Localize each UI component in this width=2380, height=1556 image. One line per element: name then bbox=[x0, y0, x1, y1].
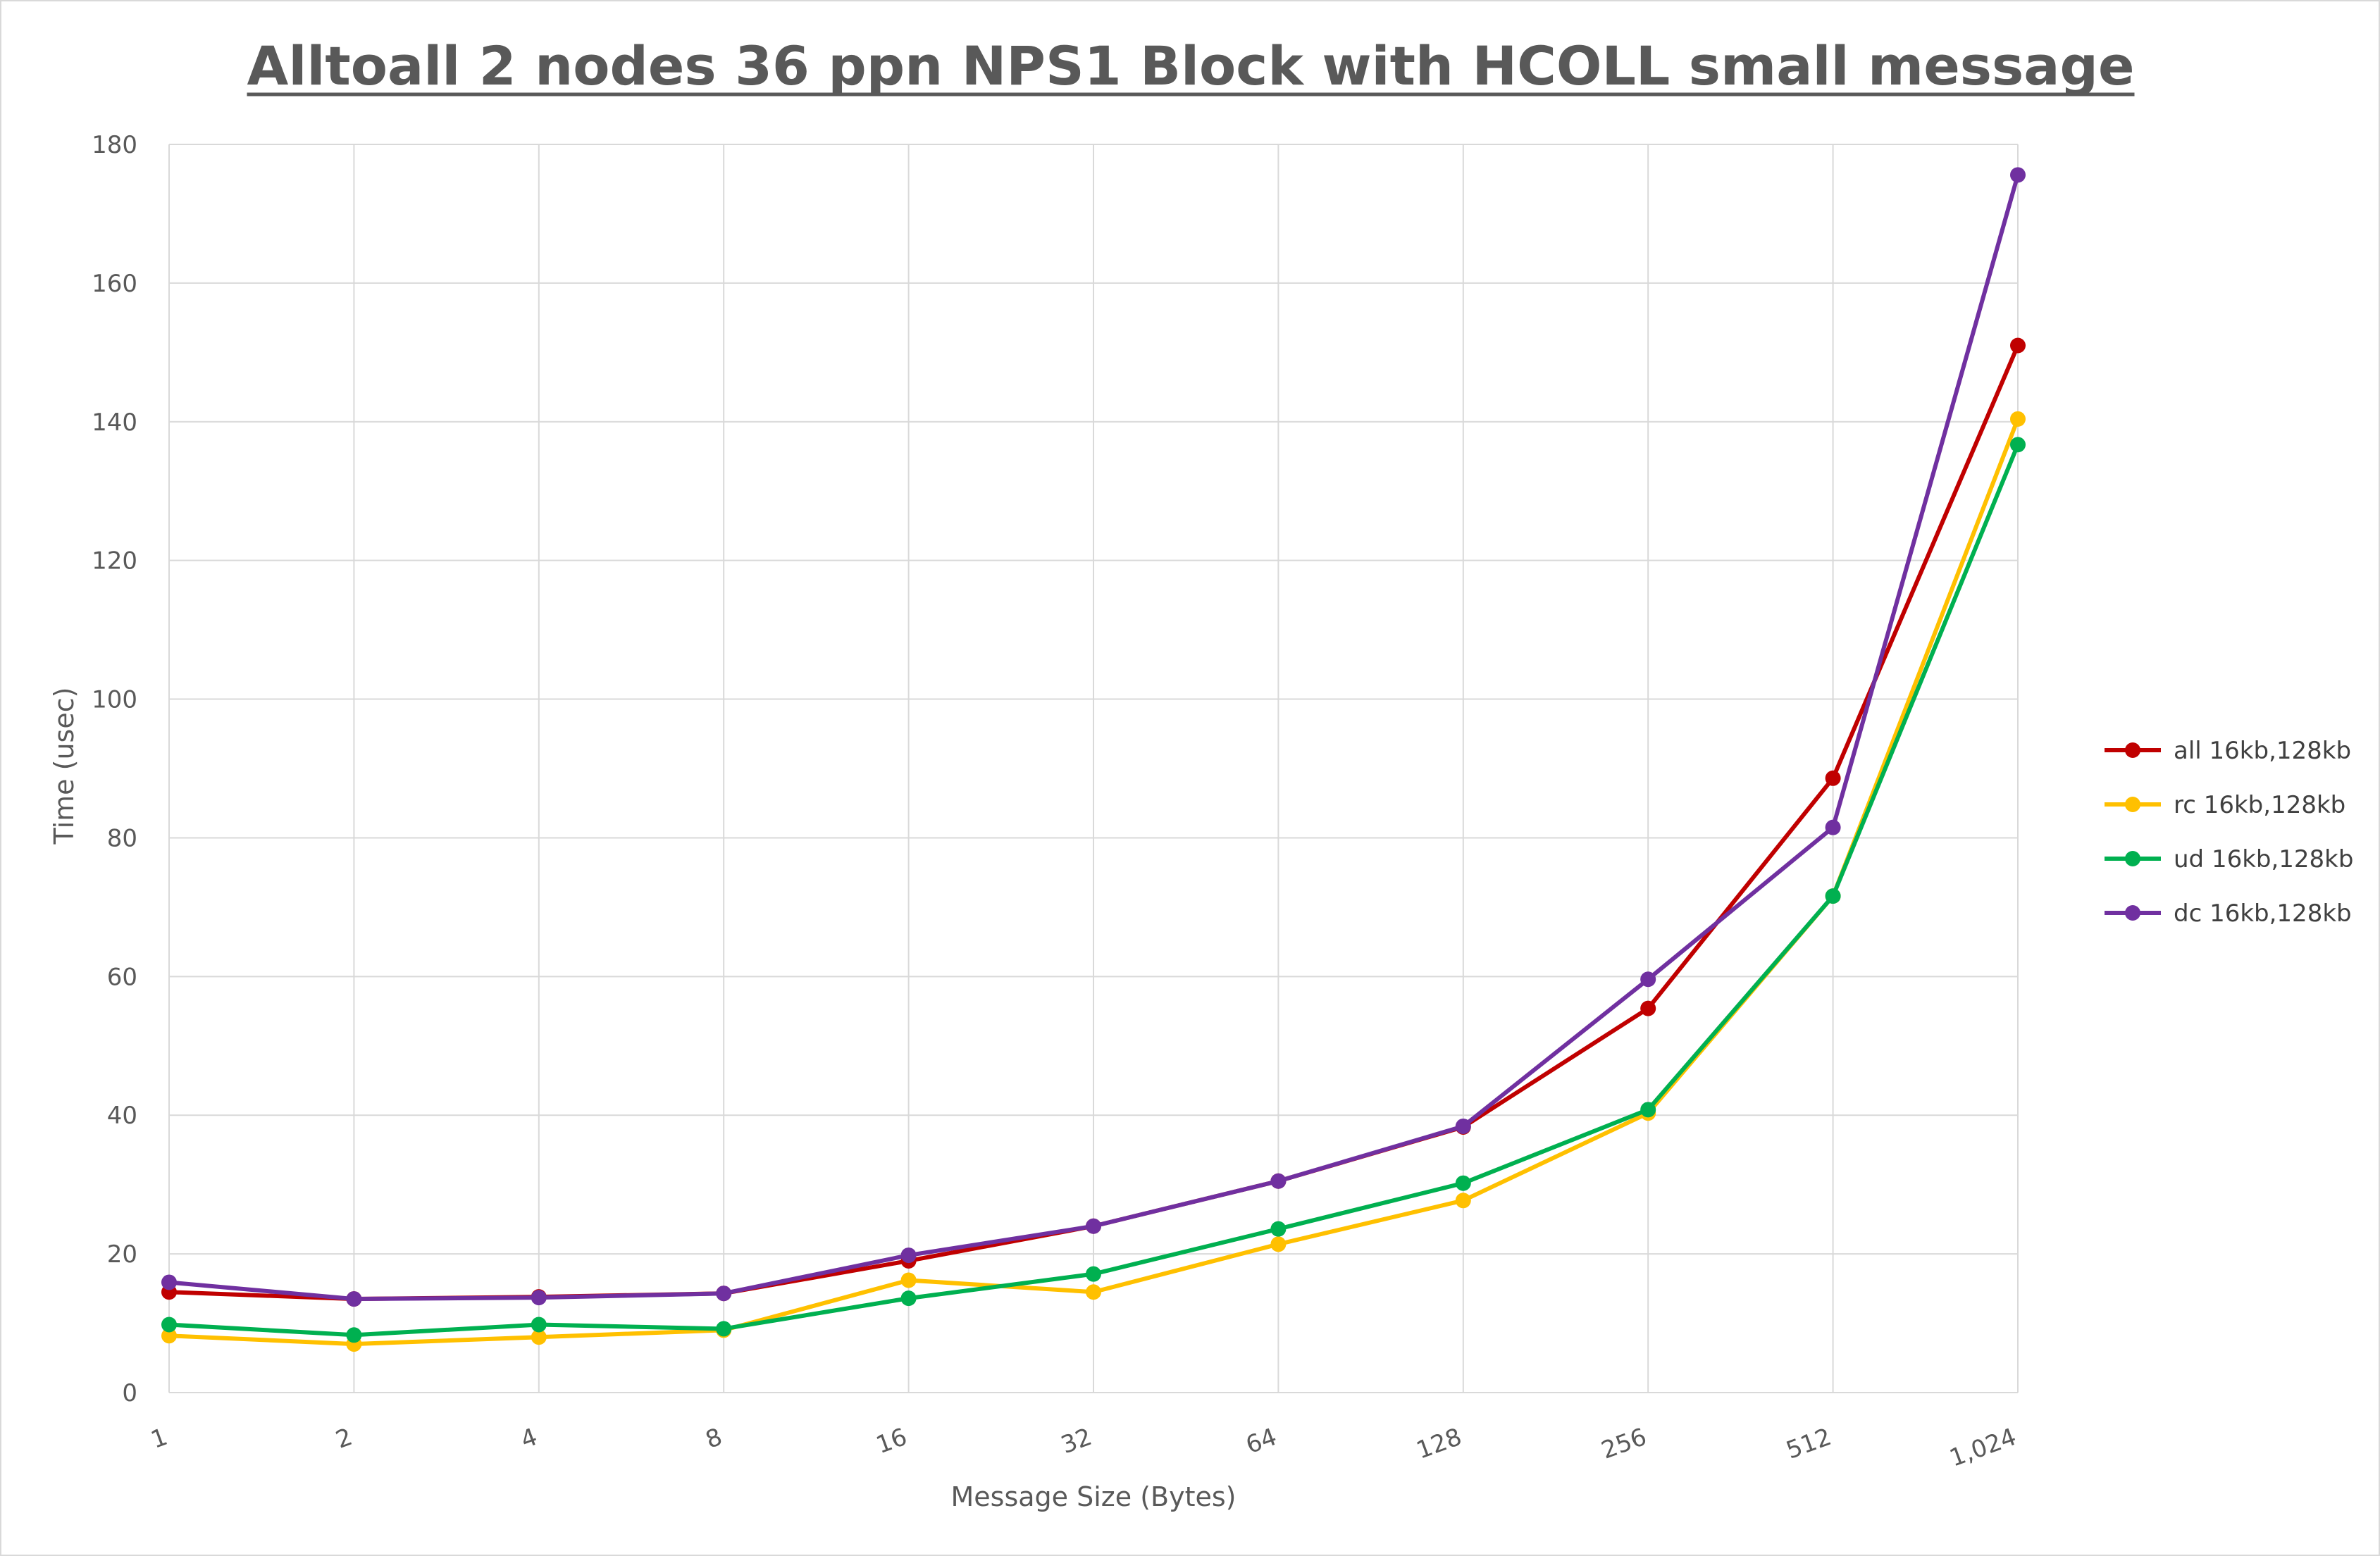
y-tick-label: 60 bbox=[107, 963, 137, 991]
data-point bbox=[900, 1272, 917, 1288]
data-point bbox=[716, 1286, 732, 1302]
gridlines bbox=[168, 144, 2019, 1393]
x-axis-ticks: 1 2 4 8 16 32 64 128 256 512 1,024 bbox=[147, 1423, 2020, 1473]
y-tick-label: 0 bbox=[122, 1379, 137, 1407]
data-point bbox=[346, 1327, 362, 1343]
data-point bbox=[2010, 411, 2026, 427]
data-point bbox=[531, 1329, 547, 1345]
x-tick-label: 16 bbox=[872, 1423, 910, 1459]
data-point bbox=[1455, 1175, 1471, 1191]
series-3 bbox=[161, 167, 2026, 1307]
data-point bbox=[161, 1274, 177, 1290]
data-point bbox=[1455, 1193, 1471, 1209]
x-tick-label: 128 bbox=[1413, 1423, 1465, 1465]
data-point bbox=[161, 1317, 177, 1333]
data-point bbox=[1825, 819, 1841, 835]
y-tick-label: 120 bbox=[92, 547, 137, 575]
x-tick-label: 256 bbox=[1598, 1423, 1651, 1465]
y-tick-label: 40 bbox=[107, 1102, 137, 1130]
data-point bbox=[1825, 888, 1841, 904]
data-point bbox=[1086, 1266, 1101, 1282]
legend-swatch-marker bbox=[2125, 797, 2140, 812]
data-point bbox=[1270, 1236, 1287, 1252]
series-2 bbox=[161, 437, 2026, 1343]
legend[interactable]: all 16kb,128kb rc 16kb,128kb ud 16kb,128kb… bbox=[2105, 737, 2353, 928]
data-point bbox=[2010, 167, 2026, 183]
data-point bbox=[1455, 1118, 1471, 1134]
legend-swatch-marker bbox=[2125, 905, 2140, 921]
legend-item[interactable]: all 16kb,128kb bbox=[2105, 737, 2351, 765]
y-tick-label: 20 bbox=[107, 1240, 137, 1269]
data-point bbox=[900, 1247, 917, 1264]
y-tick-label: 80 bbox=[107, 824, 137, 852]
data-point bbox=[531, 1290, 547, 1306]
x-axis-title: Message Size (Bytes) bbox=[951, 1481, 1237, 1512]
data-point bbox=[1825, 770, 1841, 786]
x-tick-label: 64 bbox=[1242, 1423, 1280, 1459]
data-point bbox=[2010, 337, 2026, 354]
legend-label: ud 16kb,128kb bbox=[2174, 845, 2353, 873]
legend-label: dc 16kb,128kb bbox=[2174, 900, 2352, 928]
x-tick-label: 1,024 bbox=[1946, 1423, 2020, 1473]
data-point bbox=[1270, 1173, 1287, 1189]
data-point bbox=[1086, 1218, 1101, 1234]
data-point bbox=[2010, 437, 2026, 453]
y-tick-label: 180 bbox=[92, 131, 137, 159]
y-tick-label: 160 bbox=[92, 270, 137, 298]
legend-label: rc 16kb,128kb bbox=[2174, 791, 2345, 819]
x-tick-label: 4 bbox=[517, 1423, 541, 1455]
x-tick-label: 8 bbox=[702, 1423, 726, 1455]
data-point bbox=[346, 1291, 362, 1307]
legend-swatch-marker bbox=[2125, 851, 2140, 866]
series-layer bbox=[161, 167, 2026, 1352]
chart-title: Alltoall 2 nodes 36 ppn NPS1 Block with … bbox=[247, 35, 2135, 97]
data-point bbox=[1640, 1102, 1656, 1118]
x-tick-label: 1 bbox=[147, 1423, 171, 1455]
x-tick-label: 2 bbox=[332, 1423, 356, 1455]
data-point bbox=[1640, 971, 1656, 988]
y-tick-label: 140 bbox=[92, 409, 137, 437]
legend-swatch-marker bbox=[2125, 742, 2140, 758]
x-tick-label: 32 bbox=[1058, 1423, 1096, 1459]
y-tick-label: 100 bbox=[92, 686, 137, 714]
y-axis-title: Time (usec) bbox=[49, 687, 80, 845]
data-point bbox=[161, 1328, 177, 1344]
data-point bbox=[716, 1321, 732, 1337]
y-axis-ticks: 0 20 40 60 80 100 120 140 160 180 bbox=[92, 131, 137, 1407]
legend-item[interactable]: dc 16kb,128kb bbox=[2105, 900, 2352, 928]
data-point bbox=[1270, 1221, 1287, 1237]
legend-label: all 16kb,128kb bbox=[2174, 737, 2351, 765]
data-point bbox=[900, 1290, 917, 1307]
legend-item[interactable]: ud 16kb,128kb bbox=[2105, 845, 2353, 873]
data-point bbox=[531, 1317, 547, 1333]
legend-item[interactable]: rc 16kb,128kb bbox=[2105, 791, 2345, 819]
x-tick-label: 512 bbox=[1783, 1423, 1835, 1465]
data-point bbox=[1640, 1000, 1656, 1016]
data-point bbox=[1086, 1284, 1101, 1300]
